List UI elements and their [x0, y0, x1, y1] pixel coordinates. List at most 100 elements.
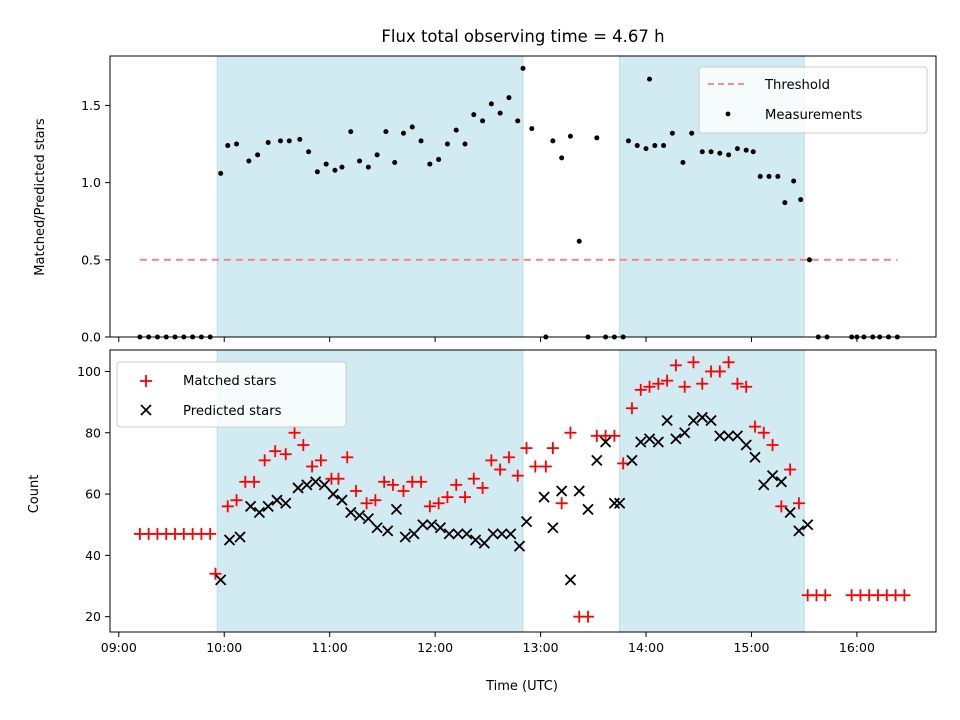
- x-tick-label: 12:00: [417, 640, 453, 655]
- matched-star-marker: [221, 500, 234, 513]
- measurement-point: [652, 143, 658, 149]
- matched-star-marker: [432, 497, 445, 510]
- measurement-point: [782, 200, 788, 206]
- matched-star-marker: [378, 475, 391, 488]
- matched-star-marker: [476, 481, 489, 494]
- legend-measurements-label: Measurements: [765, 108, 863, 123]
- measurement-point: [488, 101, 494, 107]
- matched-star-marker: [288, 426, 301, 439]
- matched-star-marker: [314, 454, 327, 467]
- bottom-shaded-interval: [619, 349, 805, 633]
- measurement-point: [766, 173, 772, 179]
- marker-stroke: [318, 479, 331, 491]
- marker-stroke: [749, 451, 761, 463]
- matched-star-marker: [784, 463, 797, 476]
- measurement-point: [436, 156, 442, 162]
- marker-stroke: [793, 525, 805, 537]
- x-tick-label: 13:00: [523, 640, 559, 655]
- measurement-point: [743, 147, 749, 153]
- top-axes-frame: [109, 55, 937, 338]
- marker-stroke: [784, 506, 796, 519]
- matched-star-marker: [230, 494, 243, 507]
- top-y-axis-label: Matched/Predicted stars: [33, 118, 48, 276]
- predicted-star-marker: [722, 430, 735, 442]
- x-tick-label: 15:00: [733, 640, 769, 655]
- matched-star-marker: [775, 500, 788, 513]
- matched-star-marker: [386, 478, 399, 491]
- measurement-point: [643, 146, 649, 152]
- predicted-star-marker: [434, 522, 447, 534]
- legend-measurements-swatch: [725, 111, 731, 117]
- predicted-star-marker: [591, 454, 603, 466]
- marker-stroke: [556, 485, 568, 497]
- predicted-star-marker: [452, 528, 464, 540]
- matched-star-marker: [332, 472, 345, 485]
- bottom-x-axis-label: Time (UTC): [485, 679, 558, 694]
- predicted-star-marker: [749, 451, 761, 463]
- x-tick-label: 11:00: [312, 640, 348, 655]
- marker-stroke: [564, 574, 577, 586]
- chart-title: Flux total observing time = 4.67 h: [381, 27, 664, 46]
- bottom-panel: 20 40 60 80 100 09:00 10:00 11:00 12:00 13:00 14:…: [27, 349, 937, 694]
- marker-stroke: [362, 512, 374, 525]
- marker-stroke: [513, 540, 526, 552]
- matched-star-marker: [467, 472, 480, 485]
- marker-stroke: [408, 528, 420, 540]
- marker-stroke: [652, 436, 664, 448]
- predicted-star-marker: [652, 436, 664, 448]
- marker-stroke: [608, 497, 621, 509]
- matched-star-marker: [696, 377, 709, 390]
- measurement-point: [365, 164, 371, 170]
- measurement-point: [726, 152, 732, 158]
- legend-threshold-label: Threshold: [764, 78, 830, 93]
- matched-star-marker: [564, 426, 577, 439]
- matched-star-marker: [520, 442, 533, 455]
- marker-stroke: [262, 500, 274, 512]
- marker-stroke: [643, 433, 656, 445]
- top-y-tick-label: 0.0: [81, 330, 101, 345]
- top-y-tick-label: 1.5: [81, 98, 101, 113]
- matched-star-marker: [608, 429, 621, 442]
- measurement-point: [717, 150, 723, 156]
- marker-stroke: [487, 528, 499, 540]
- matched-star-marker: [423, 500, 436, 513]
- measurement-point: [409, 124, 415, 130]
- matched-star-marker: [661, 374, 674, 387]
- matched-star-marker: [369, 494, 382, 507]
- measurement-point: [218, 170, 224, 176]
- measurement-point: [323, 161, 329, 167]
- marker-stroke: [244, 500, 257, 512]
- measurement-point: [647, 76, 653, 82]
- measurement-point: [225, 143, 231, 149]
- measurement-point: [750, 149, 756, 155]
- marker-stroke: [309, 476, 322, 488]
- marker-stroke: [520, 516, 533, 528]
- marker-stroke: [670, 433, 682, 445]
- matched-star-marker: [279, 448, 292, 461]
- top-x-ticks: [118, 337, 858, 342]
- matched-star-marker: [248, 475, 261, 488]
- marker-stroke: [626, 454, 638, 466]
- predicted-star-marker: [371, 522, 383, 534]
- measurement-point: [680, 160, 686, 166]
- measurement-point: [661, 143, 667, 149]
- marker-stroke: [425, 519, 438, 531]
- bottom-legend: Matched stars Predicted stars: [116, 361, 347, 428]
- measurement-point: [255, 152, 261, 158]
- bottom-y-axis-label: Count: [27, 475, 42, 514]
- marker-stroke: [496, 528, 508, 540]
- measurement-point: [497, 110, 503, 116]
- marker-stroke: [461, 528, 473, 540]
- predicted-star-marker: [614, 497, 626, 509]
- marker-stroke: [802, 519, 814, 531]
- predicted-star-marker: [626, 454, 638, 466]
- matched-star-marker: [341, 451, 354, 464]
- matched-star-marker: [459, 491, 472, 504]
- predicted-star-marker: [215, 574, 227, 586]
- predicted-star-marker: [244, 500, 257, 512]
- matched-star-marker: [306, 460, 319, 473]
- matched-star-marker: [502, 451, 515, 464]
- top-legend-box: [698, 66, 928, 134]
- predicted-star-marker: [292, 482, 304, 494]
- marker-stroke: [399, 531, 411, 543]
